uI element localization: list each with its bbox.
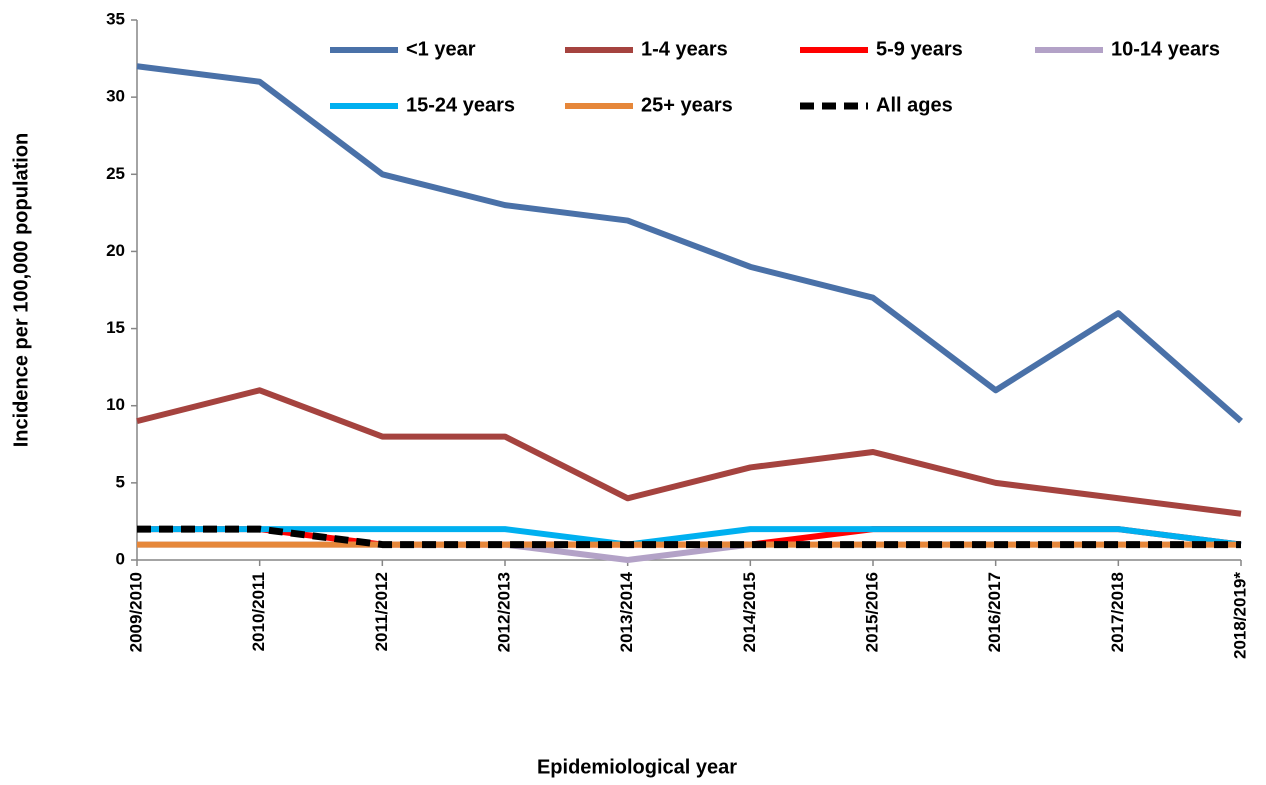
y-axis-title: Incidence per 100,000 population [10,133,32,448]
x-axis-title: Epidemiological year [537,756,737,778]
x-tick-label: 2011/2012 [372,572,391,651]
series-line [137,526,1242,548]
x-tick-label: 2010/2011 [249,572,268,651]
x-tick-label: 2012/2013 [494,572,513,652]
y-tick-label: 0 [116,549,125,568]
x-tick-label: 2017/2018 [1108,572,1127,652]
x-tick-label: 2013/2014 [617,571,636,652]
y-tick-label: 15 [106,318,125,337]
legend-label: 5-9 years [876,38,963,60]
x-tick-label: 2009/2010 [126,572,145,652]
y-tick-label: 20 [106,241,125,260]
legend-label: 10-14 years [1111,38,1220,60]
x-tick-label: 2018/2019* [1230,572,1249,659]
legend-label: <1 year [406,38,476,60]
legend-label: 15-24 years [406,94,515,116]
y-tick-label: 30 [106,87,125,106]
x-tick-label: 2015/2016 [862,572,881,652]
series-line [137,525,1241,549]
legend-label: 25+ years [641,94,733,116]
x-tick-label: 2014/2015 [740,572,759,652]
series-line [136,387,1242,517]
y-tick-label: 5 [116,472,125,491]
series-line [136,63,1243,424]
y-tick-label: 35 [106,9,125,28]
x-tick-label: 2016/2017 [985,572,1004,652]
legend-label: 1-4 years [641,38,728,60]
y-tick-label: 25 [106,164,125,183]
y-tick-label: 10 [106,395,125,414]
legend-label: All ages [876,94,953,116]
